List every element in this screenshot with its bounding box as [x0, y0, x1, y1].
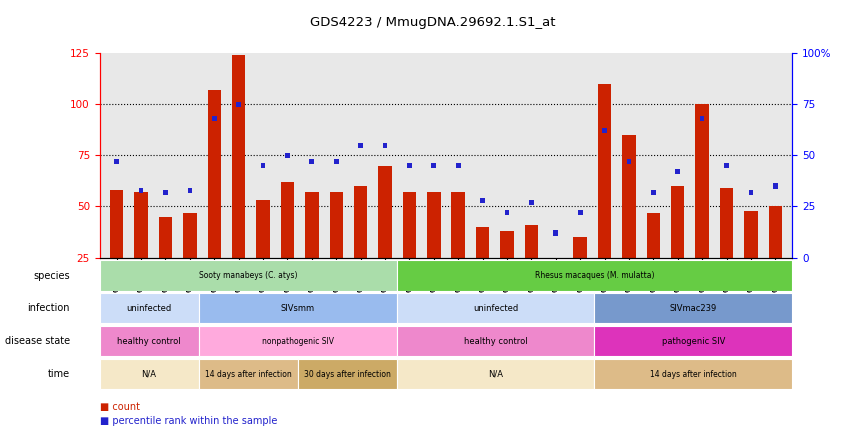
Bar [188, 187, 192, 193]
Text: Sooty manabeys (C. atys): Sooty manabeys (C. atys) [199, 271, 297, 280]
Bar [578, 210, 583, 215]
Text: time: time [48, 369, 70, 379]
Bar [329, 192, 343, 258]
Bar [451, 192, 465, 258]
Bar [163, 190, 168, 195]
Bar [553, 230, 558, 236]
Bar [256, 200, 269, 258]
Bar [427, 192, 441, 258]
Bar [594, 359, 792, 389]
Text: 30 days after infection: 30 days after infection [304, 369, 391, 379]
Bar [232, 56, 245, 258]
Bar [183, 213, 197, 258]
Bar [501, 231, 514, 258]
Bar [378, 166, 391, 258]
Bar [354, 186, 367, 258]
Bar [598, 84, 611, 258]
Bar [198, 359, 298, 389]
Bar [525, 225, 538, 258]
Text: healthy control: healthy control [117, 337, 181, 346]
Text: N/A: N/A [488, 369, 503, 379]
Bar [700, 116, 704, 121]
Bar [198, 293, 397, 324]
Bar [100, 359, 198, 389]
Bar [281, 182, 294, 258]
Bar [397, 359, 594, 389]
Text: disease state: disease state [5, 336, 70, 346]
Bar [407, 163, 411, 168]
Bar [549, 258, 563, 268]
Bar [671, 186, 684, 258]
Text: SIVsmm: SIVsmm [281, 304, 314, 313]
Bar [309, 159, 314, 164]
Bar [647, 213, 660, 258]
Text: Rhesus macaques (M. mulatta): Rhesus macaques (M. mulatta) [534, 271, 654, 280]
Text: nonpathogenic SIV: nonpathogenic SIV [262, 337, 333, 346]
Text: ■ percentile rank within the sample: ■ percentile rank within the sample [100, 416, 277, 426]
Bar [198, 326, 397, 357]
Bar [359, 143, 363, 148]
Bar [456, 163, 461, 168]
Bar [602, 128, 607, 134]
Bar [505, 210, 509, 215]
Bar [305, 192, 319, 258]
Bar [675, 169, 680, 174]
Bar [769, 206, 782, 258]
Text: species: species [33, 270, 70, 281]
Text: uninfected: uninfected [126, 304, 171, 313]
Bar [397, 260, 792, 291]
Bar [110, 190, 123, 258]
Bar [208, 90, 221, 258]
Text: N/A: N/A [141, 369, 157, 379]
Bar [529, 200, 533, 205]
Bar [403, 192, 416, 258]
Bar [594, 293, 792, 324]
Text: GDS4223 / MmugDNA.29692.1.S1_at: GDS4223 / MmugDNA.29692.1.S1_at [310, 16, 556, 29]
Bar [334, 159, 339, 164]
Bar [627, 159, 631, 164]
Bar [383, 143, 387, 148]
Bar [158, 217, 172, 258]
Bar [285, 153, 290, 158]
Bar [573, 237, 587, 258]
Bar [134, 192, 148, 258]
Text: infection: infection [28, 303, 70, 313]
Bar [476, 227, 489, 258]
Bar [139, 187, 144, 193]
Bar [720, 188, 734, 258]
Bar [724, 163, 729, 168]
Bar [397, 326, 594, 357]
Bar [481, 198, 485, 203]
Text: healthy control: healthy control [463, 337, 527, 346]
Bar [100, 293, 198, 324]
Text: uninfected: uninfected [473, 304, 518, 313]
Bar [100, 326, 198, 357]
Bar [744, 210, 758, 258]
Text: SIVmac239: SIVmac239 [669, 304, 717, 313]
Bar [773, 183, 778, 189]
Bar [594, 326, 792, 357]
Bar [100, 260, 397, 291]
Text: 14 days after infection: 14 days after infection [204, 369, 292, 379]
Bar [748, 190, 753, 195]
Text: 14 days after infection: 14 days after infection [650, 369, 737, 379]
Bar [114, 159, 119, 164]
Text: ■ count: ■ count [100, 402, 139, 412]
Text: pathogenic SIV: pathogenic SIV [662, 337, 725, 346]
Bar [261, 163, 265, 168]
Bar [651, 190, 656, 195]
Bar [397, 293, 594, 324]
Bar [431, 163, 436, 168]
Bar [212, 116, 216, 121]
Bar [695, 104, 709, 258]
Bar [236, 102, 241, 107]
Bar [623, 135, 636, 258]
Bar [298, 359, 397, 389]
